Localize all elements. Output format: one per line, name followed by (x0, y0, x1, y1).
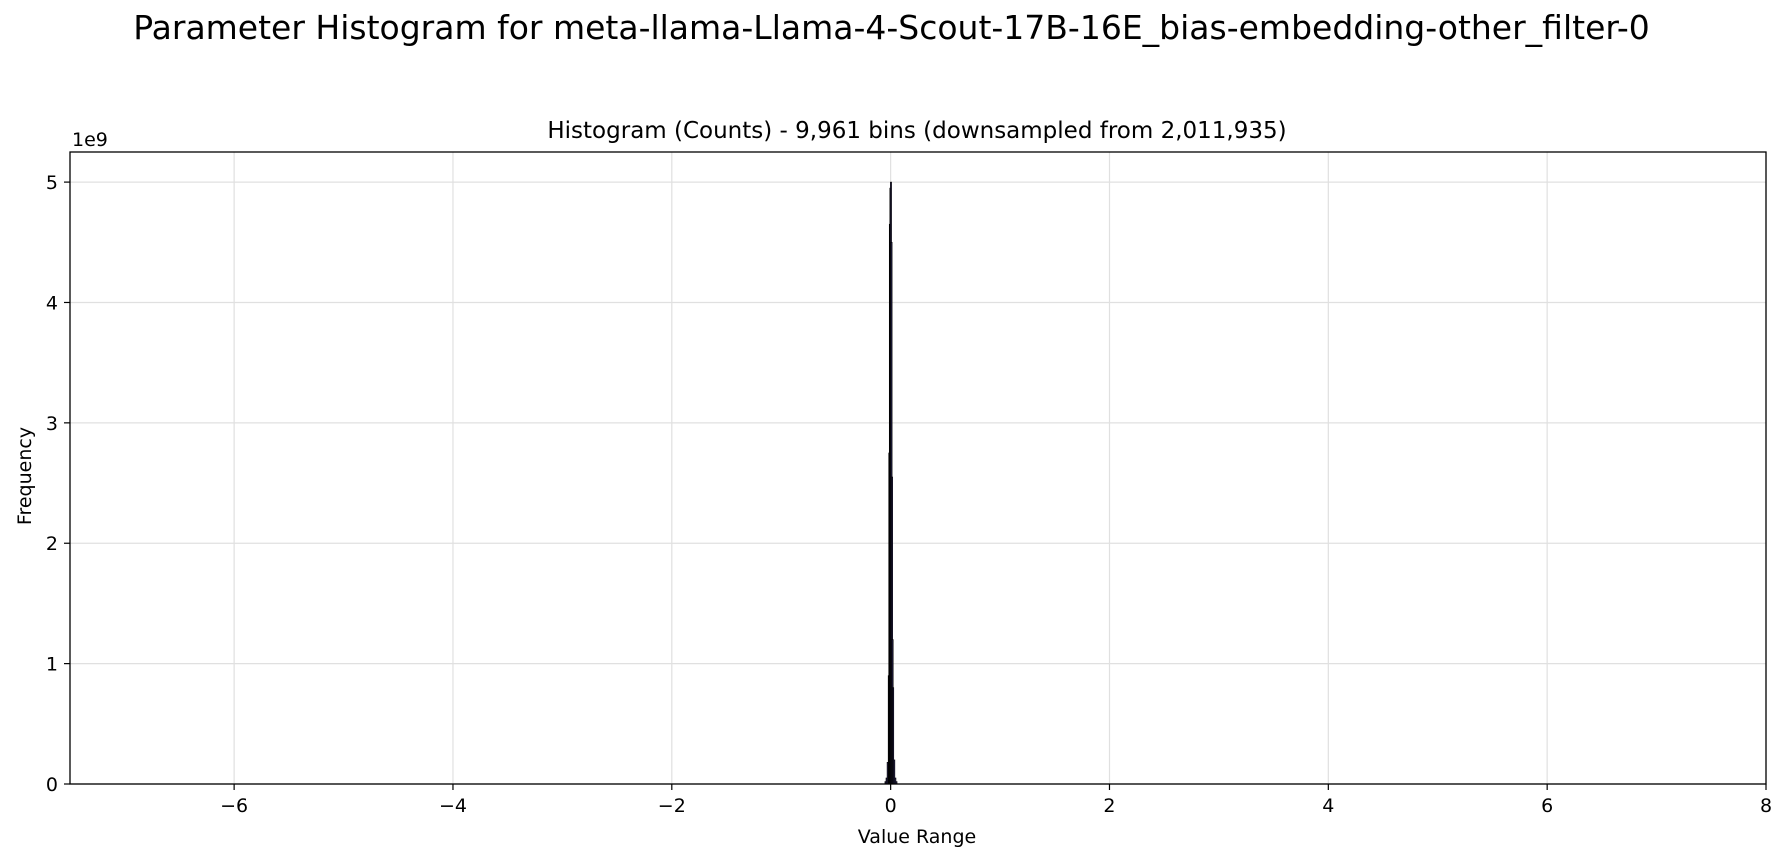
x-tick-label: 4 (1322, 795, 1334, 817)
x-tick-label: −2 (658, 795, 686, 817)
y-axis-ticks: 0 1 2 3 4 5 (46, 172, 70, 796)
x-tick-label: 8 (1760, 795, 1772, 817)
y-tick-label: 5 (46, 172, 58, 194)
y-tick-label: 3 (46, 413, 58, 435)
x-tick-label: 2 (1103, 795, 1115, 817)
x-axis-ticks: −6 −4 −2 0 2 4 6 8 (220, 784, 1772, 817)
x-tick-label: −6 (220, 795, 248, 817)
x-tick-label: 6 (1541, 795, 1553, 817)
histogram-bars (884, 181, 898, 785)
grid-lines (70, 152, 1767, 785)
y-tick-label: 0 (46, 774, 58, 796)
x-tick-label: −4 (439, 795, 467, 817)
chart-title: Histogram (Counts) - 9,961 bins (downsam… (547, 118, 1286, 144)
y-axis-label: Frequency (14, 427, 36, 525)
x-axis-label: Value Range (858, 826, 976, 848)
y-tick-label: 1 (46, 654, 58, 676)
y-tick-label: 2 (46, 533, 58, 555)
axes-frame (69, 151, 1767, 785)
y-tick-label: 4 (46, 292, 58, 314)
y-axis-offset-label: 1e9 (72, 129, 108, 151)
x-tick-label: 0 (885, 795, 897, 817)
figure-suptitle: Parameter Histogram for meta-llama-Llama… (133, 8, 1650, 47)
